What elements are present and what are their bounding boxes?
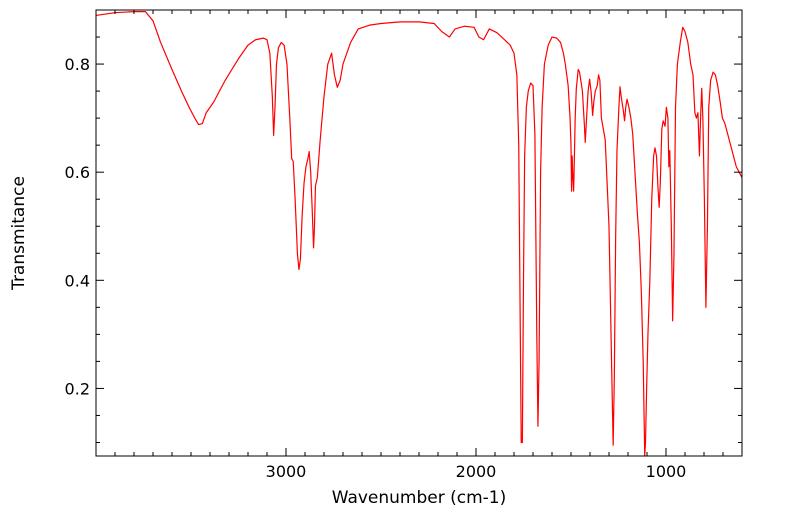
axis-ticks <box>95 9 743 456</box>
y-tick-label: 0.4 <box>65 271 90 290</box>
y-tick-label: 0.8 <box>65 55 90 74</box>
x-axis-label: Wavenumber (cm-1) <box>332 488 507 508</box>
spectrum-line <box>95 11 743 457</box>
y-axis-label: Transmitance <box>9 176 29 291</box>
plot-area <box>95 11 743 457</box>
x-tick-label: 1000 <box>646 462 687 481</box>
y-tick-label: 0.6 <box>65 163 90 182</box>
axis-tick-labels: 3000 2000 1000 0.2 0.4 0.6 0.8 <box>65 55 687 481</box>
x-tick-label: 2000 <box>456 462 497 481</box>
x-tick-label: 3000 <box>266 462 307 481</box>
y-tick-label: 0.2 <box>65 379 90 398</box>
